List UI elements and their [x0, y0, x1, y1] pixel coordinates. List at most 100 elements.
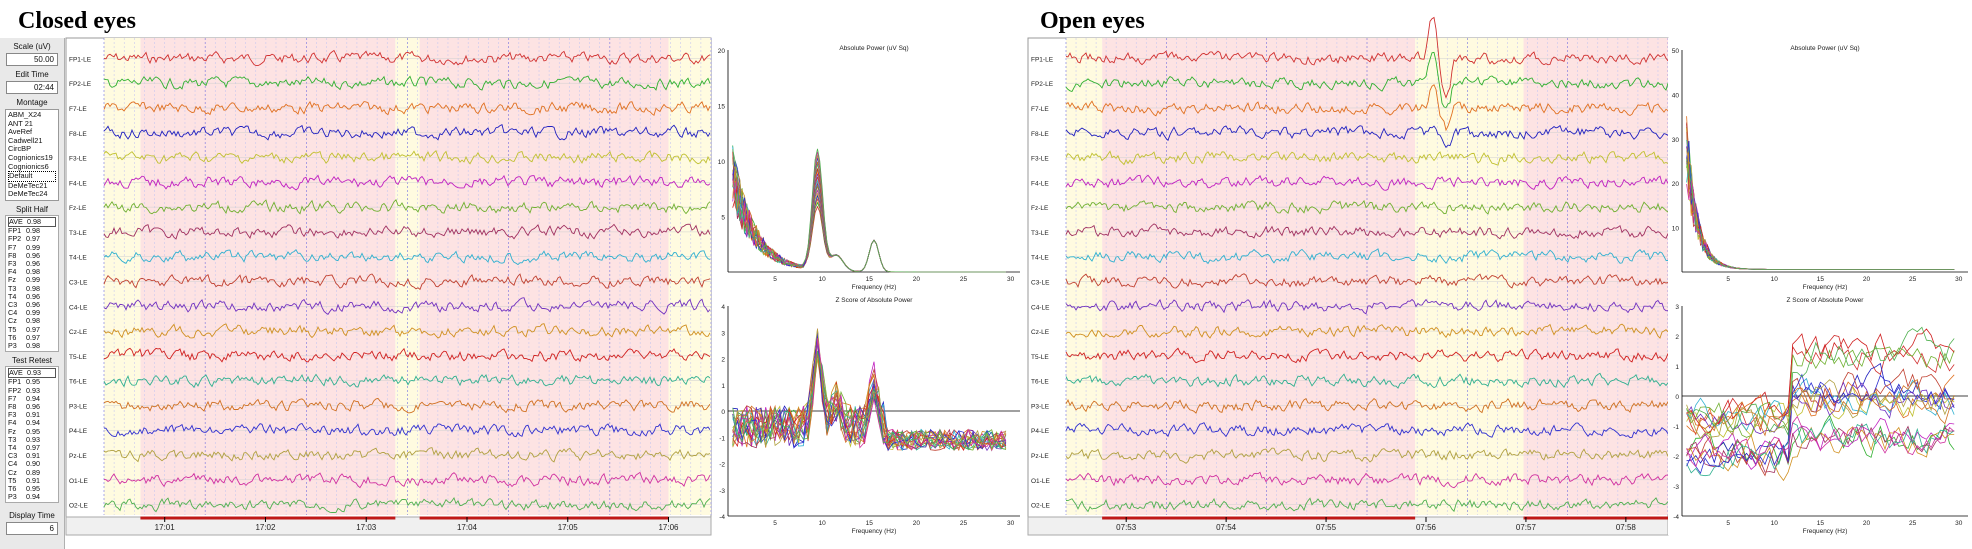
- epoch-shading: [1102, 38, 1416, 515]
- epoch-shading: [140, 38, 396, 515]
- freq-tick: 20: [913, 276, 921, 283]
- montage-item[interactable]: Cognionics6: [8, 162, 49, 171]
- split-half-row[interactable]: FP2 0.97: [8, 234, 40, 244]
- z-y-tick: -2: [1673, 454, 1679, 461]
- freq-tick: 25: [1909, 520, 1917, 527]
- eeg-trace: [103, 297, 711, 316]
- split-half-row[interactable]: C3 0.96: [8, 299, 40, 309]
- split-half-row[interactable]: F4 0.98: [8, 267, 40, 277]
- channel-label: F7-LE: [1031, 106, 1049, 113]
- eeg-trace: [103, 174, 711, 191]
- zscore-curve: [732, 350, 1006, 451]
- split-half-row[interactable]: T3 0.98: [8, 283, 40, 293]
- control-sidebar: Scale (uV) 50.00 Edit Time 02:44 Montage…: [0, 38, 65, 549]
- split-half-row[interactable]: AVE 0.98: [8, 216, 56, 228]
- test-retest-row[interactable]: T5 0.91: [8, 475, 40, 485]
- eeg-panel: FP1-LE FP2-LE F7-LE F8-LE F3-LE F4-LE Fz-LE T3-…: [1027, 16, 1669, 536]
- eeg-trace: [1065, 497, 1669, 513]
- montage-item[interactable]: CircBP: [8, 145, 31, 154]
- split-half-row[interactable]: T6 0.97: [8, 332, 40, 342]
- time-tick-label: 17:05: [558, 523, 579, 532]
- split-half-row[interactable]: Cz 0.98: [8, 316, 40, 326]
- split-half-row[interactable]: F7 0.99: [8, 242, 40, 252]
- test-retest-row[interactable]: T3 0.93: [8, 434, 40, 444]
- z-xlabel: Frequency (Hz): [1803, 528, 1848, 535]
- montage-item[interactable]: ANT 21: [8, 119, 33, 128]
- z-y-tick: -2: [719, 462, 725, 469]
- montage-item[interactable]: DeMeTec24: [8, 190, 48, 199]
- eeg-trace: [1065, 347, 1669, 364]
- channel-label: C4-LE: [1031, 304, 1050, 311]
- test-retest-row[interactable]: P3 0.94: [8, 492, 40, 502]
- channel-label: T5-LE: [1031, 354, 1049, 361]
- eeg-trace: [1065, 298, 1668, 315]
- abs-y-tick: 40: [1672, 92, 1680, 99]
- test-retest-row[interactable]: Cz 0.89: [8, 467, 40, 477]
- channel-label: T3-LE: [1031, 230, 1049, 237]
- freq-tick: 10: [1771, 520, 1779, 527]
- zscore-curve: [1686, 418, 1955, 477]
- montage-item[interactable]: DeMeTec21: [8, 181, 48, 190]
- zscore-title: Z Score of Absolute Power: [1787, 297, 1865, 304]
- channel-label: FP1-LE: [1031, 56, 1054, 63]
- test-retest-row[interactable]: T6 0.95: [8, 484, 40, 494]
- montage-item[interactable]: Cadwell21: [8, 136, 43, 145]
- spectra-bg: [714, 38, 1024, 535]
- zscore-curve: [1686, 368, 1955, 477]
- edit-time-input[interactable]: 02:44: [6, 81, 58, 94]
- eeg-trace: [103, 248, 711, 266]
- channel-label: O1-LE: [1031, 478, 1050, 485]
- display-time-input[interactable]: 6: [6, 522, 58, 536]
- abs-y-tick: 10: [718, 159, 726, 166]
- z-xlabel: Frequency (Hz): [852, 528, 897, 535]
- abs-xlabel: Frequency (Hz): [1803, 284, 1848, 291]
- time-tick-label: 17:04: [457, 523, 478, 532]
- montage-item[interactable]: ABM_X24: [8, 111, 42, 119]
- test-retest-row[interactable]: F3 0.91: [8, 410, 40, 420]
- test-retest-row[interactable]: FP2 0.93: [8, 385, 40, 395]
- eeg-trace: [103, 198, 711, 215]
- test-retest-row[interactable]: Fz 0.95: [8, 426, 40, 436]
- split-half-row[interactable]: P3 0.98: [8, 340, 40, 350]
- test-retest-row[interactable]: F8 0.96: [8, 402, 40, 411]
- channel-label: Cz-LE: [69, 329, 88, 336]
- split-half-row[interactable]: F3 0.96: [8, 258, 40, 268]
- eeg-trace: [1065, 84, 1669, 132]
- time-tick-label: 07:58: [1616, 523, 1637, 532]
- split-half-list[interactable]: AVE 0.98 FP1 0.98 FP2 0.97 F7 0.99 F8 0.96 F3 0.96 F…: [5, 214, 59, 353]
- scale-input[interactable]: 50.00: [6, 53, 58, 66]
- test-retest-row[interactable]: FP1 0.95: [8, 377, 40, 387]
- heading-closed-eyes: Closed eyes: [18, 8, 136, 34]
- test-retest-row[interactable]: AVE 0.93: [8, 368, 56, 379]
- test-retest-row[interactable]: F7 0.94: [8, 393, 40, 403]
- test-retest-row[interactable]: C3 0.91: [8, 451, 40, 461]
- montage-item[interactable]: AveRef: [8, 128, 33, 137]
- split-half-row[interactable]: C4 0.99: [8, 308, 40, 318]
- test-retest-list[interactable]: AVE 0.93 FP1 0.95 FP2 0.93 F7 0.94 F8 0.96 F3 0.91 F…: [5, 366, 59, 504]
- channel-label: T4-LE: [69, 255, 87, 262]
- channel-label: O1-LE: [69, 478, 88, 485]
- freq-tick: 30: [1007, 276, 1015, 283]
- channel-label: Pz-LE: [1031, 453, 1049, 460]
- split-half-row[interactable]: F8 0.96: [8, 250, 40, 260]
- channel-label: Pz-LE: [69, 453, 87, 460]
- channel-label: T4-LE: [1031, 255, 1049, 262]
- split-half-row[interactable]: T5 0.97: [8, 324, 40, 334]
- eeg-trace: [103, 150, 711, 165]
- split-half-row[interactable]: T4 0.96: [8, 291, 40, 301]
- freq-tick: 15: [1817, 276, 1825, 283]
- freq-tick: 20: [1863, 520, 1871, 527]
- split-half-row[interactable]: Fz 0.99: [8, 275, 40, 285]
- channel-label: O2-LE: [1031, 503, 1050, 510]
- channel-label: C3-LE: [69, 280, 88, 287]
- freq-tick: 20: [1863, 276, 1871, 283]
- channel-label: F3-LE: [69, 156, 87, 163]
- montage-list[interactable]: ABM_X24 ANT 21 AveRef Cadwell21 CircBP Cognio…: [5, 109, 59, 201]
- split-half-label: Split Half: [15, 204, 48, 214]
- test-retest-row[interactable]: F4 0.94: [8, 418, 40, 428]
- split-half-row[interactable]: FP1 0.98: [8, 226, 40, 236]
- montage-item[interactable]: Default: [8, 171, 56, 182]
- montage-item[interactable]: Cognionics19: [8, 153, 53, 162]
- test-retest-row[interactable]: C4 0.90: [8, 459, 40, 469]
- test-retest-row[interactable]: T4 0.97: [8, 443, 40, 453]
